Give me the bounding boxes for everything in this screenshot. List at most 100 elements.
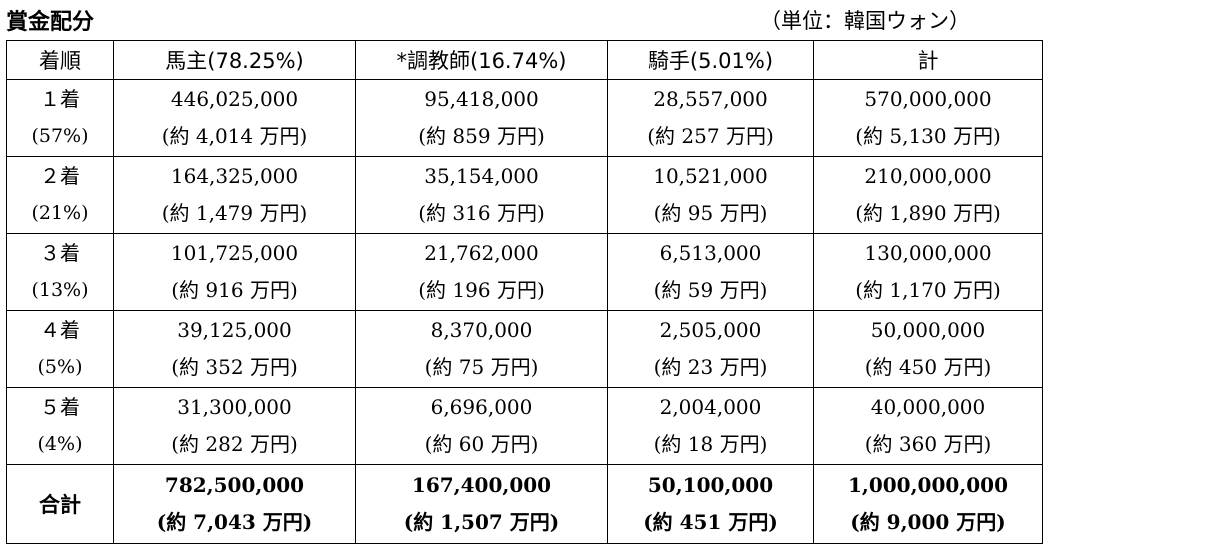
amount-won: 21,762,000 bbox=[424, 241, 539, 265]
header-owner: 馬主(78.25%) bbox=[113, 40, 356, 80]
rank-cell: ２着 (21%) bbox=[6, 156, 114, 234]
total-cell: 50,000,000 (約 450 万円) bbox=[813, 310, 1043, 388]
rank-label: １着 bbox=[40, 87, 80, 111]
amount-yen: (約 282 万円) bbox=[171, 432, 298, 456]
amount-won: 446,025,000 bbox=[170, 87, 299, 111]
amount-yen: (約 75 万円) bbox=[424, 355, 539, 379]
owner-cell: 446,025,000 (約 4,014 万円) bbox=[113, 79, 356, 157]
amount-won: 164,325,000 bbox=[170, 164, 299, 188]
amount-won: 1,000,000,000 bbox=[847, 473, 1009, 497]
amount-yen: (約 5,130 万円) bbox=[855, 124, 1001, 148]
trainer-cell: 35,154,000 (約 316 万円) bbox=[355, 156, 608, 234]
header-rank: 着順 bbox=[6, 40, 114, 80]
table-row: ４着 (5%) 39,125,000 (約 352 万円) 8,370,000 (約 … bbox=[6, 310, 1043, 388]
amount-yen: (約 1,170 万円) bbox=[855, 278, 1001, 302]
amount-yen: (約 23 万円) bbox=[653, 355, 768, 379]
amount-won: 50,000,000 bbox=[870, 318, 986, 342]
table-row: １着 (57%) 446,025,000 (約 4,014 万円) 95,418,0… bbox=[6, 79, 1043, 157]
header-trainer: *調教師(16.74%) bbox=[355, 40, 608, 80]
amount-won: 40,000,000 bbox=[870, 395, 986, 419]
amount-won: 6,696,000 bbox=[430, 395, 533, 419]
amount-won: 167,400,000 bbox=[411, 473, 552, 497]
amount-won: 2,004,000 bbox=[659, 395, 762, 419]
amount-won: 35,154,000 bbox=[424, 164, 539, 188]
rank-cell: ３着 (13%) bbox=[6, 233, 114, 311]
total-cell: 130,000,000 (約 1,170 万円) bbox=[813, 233, 1043, 311]
rank-percent: (5%) bbox=[37, 356, 83, 378]
total-cell: 40,000,000 (約 360 万円) bbox=[813, 387, 1043, 465]
rank-cell: ５着 (4%) bbox=[6, 387, 114, 465]
table-row: ３着 (13%) 101,725,000 (約 916 万円) 21,762,000… bbox=[6, 233, 1043, 311]
page-title: 賞金配分 bbox=[6, 10, 95, 35]
total-cell: 570,000,000 (約 5,130 万円) bbox=[813, 79, 1043, 157]
owner-cell: 101,725,000 (約 916 万円) bbox=[113, 233, 356, 311]
header-jockey: 騎手(5.01%) bbox=[607, 40, 814, 80]
amount-yen: (約 9,000 万円) bbox=[850, 510, 1006, 534]
rank-label: ５着 bbox=[40, 395, 80, 419]
amount-won: 2,505,000 bbox=[659, 318, 762, 342]
jockey-cell: 50,100,000 (約 451 万円) bbox=[607, 464, 814, 544]
amount-yen: (約 18 万円) bbox=[653, 432, 768, 456]
trainer-cell: 95,418,000 (約 859 万円) bbox=[355, 79, 608, 157]
amount-yen: (約 316 万円) bbox=[418, 201, 545, 225]
rank-percent: (13%) bbox=[31, 279, 89, 301]
amount-yen: (約 196 万円) bbox=[418, 278, 545, 302]
jockey-cell: 2,505,000 (約 23 万円) bbox=[607, 310, 814, 388]
amount-yen: (約 451 万円) bbox=[643, 510, 778, 534]
rank-label: ４着 bbox=[40, 318, 80, 342]
owner-cell: 782,500,000 (約 7,043 万円) bbox=[113, 464, 356, 544]
trainer-cell: 6,696,000 (約 60 万円) bbox=[355, 387, 608, 465]
amount-yen: (約 95 万円) bbox=[653, 201, 768, 225]
amount-yen: (約 1,479 万円) bbox=[161, 201, 308, 225]
total-row: 合計 782,500,000 (約 7,043 万円) 167,400,000 (約… bbox=[6, 464, 1043, 544]
rank-cell: ４着 (5%) bbox=[6, 310, 114, 388]
amount-yen: (約 859 万円) bbox=[418, 124, 545, 148]
rank-label: ２着 bbox=[40, 164, 80, 188]
amount-yen: (約 59 万円) bbox=[653, 278, 768, 302]
amount-yen: (約 450 万円) bbox=[864, 355, 992, 379]
jockey-cell: 2,004,000 (約 18 万円) bbox=[607, 387, 814, 465]
trainer-cell: 167,400,000 (約 1,507 万円) bbox=[355, 464, 608, 544]
amount-yen: (約 360 万円) bbox=[864, 432, 992, 456]
amount-won: 8,370,000 bbox=[430, 318, 533, 342]
jockey-cell: 6,513,000 (約 59 万円) bbox=[607, 233, 814, 311]
amount-yen: (約 916 万円) bbox=[171, 278, 298, 302]
amount-won: 95,418,000 bbox=[424, 87, 539, 111]
table-row: ２着 (21%) 164,325,000 (約 1,479 万円) 35,154,0… bbox=[6, 156, 1043, 234]
total-cell: 1,000,000,000 (約 9,000 万円) bbox=[813, 464, 1043, 544]
owner-cell: 31,300,000 (約 282 万円) bbox=[113, 387, 356, 465]
table-row: ５着 (4%) 31,300,000 (約 282 万円) 6,696,000 (約 … bbox=[6, 387, 1043, 465]
rank-label: ３着 bbox=[40, 241, 80, 265]
total-label-cell: 合計 bbox=[6, 464, 114, 544]
amount-won: 130,000,000 bbox=[864, 241, 992, 265]
amount-won: 10,521,000 bbox=[653, 164, 768, 188]
amount-yen: (約 1,507 万円) bbox=[403, 510, 560, 534]
amount-won: 6,513,000 bbox=[659, 241, 762, 265]
trainer-cell: 21,762,000 (約 196 万円) bbox=[355, 233, 608, 311]
prize-distribution-table: 着順 馬主(78.25%) *調教師(16.74%) 騎手(5.01%) 計 １… bbox=[6, 40, 1043, 544]
rank-percent: (57%) bbox=[31, 125, 89, 147]
amount-won: 28,557,000 bbox=[653, 87, 768, 111]
unit-note: （単位：韓国ウォン） bbox=[760, 9, 970, 33]
amount-won: 101,725,000 bbox=[170, 241, 299, 265]
rank-cell: １着 (57%) bbox=[6, 79, 114, 157]
amount-yen: (約 7,043 万円) bbox=[156, 510, 313, 534]
amount-yen: (約 4,014 万円) bbox=[161, 124, 308, 148]
amount-yen: (約 60 万円) bbox=[424, 432, 539, 456]
rank-percent: (21%) bbox=[31, 202, 89, 224]
amount-won: 782,500,000 bbox=[164, 473, 305, 497]
amount-yen: (約 352 万円) bbox=[171, 355, 298, 379]
amount-yen: (約 1,890 万円) bbox=[855, 201, 1001, 225]
jockey-cell: 10,521,000 (約 95 万円) bbox=[607, 156, 814, 234]
amount-won: 50,100,000 bbox=[647, 473, 774, 497]
amount-won: 39,125,000 bbox=[177, 318, 292, 342]
rank-percent: (4%) bbox=[37, 433, 83, 455]
amount-yen: (約 257 万円) bbox=[647, 124, 774, 148]
owner-cell: 39,125,000 (約 352 万円) bbox=[113, 310, 356, 388]
amount-won: 31,300,000 bbox=[177, 395, 292, 419]
total-cell: 210,000,000 (約 1,890 万円) bbox=[813, 156, 1043, 234]
trainer-cell: 8,370,000 (約 75 万円) bbox=[355, 310, 608, 388]
header-row: 着順 馬主(78.25%) *調教師(16.74%) 騎手(5.01%) 計 bbox=[6, 40, 1043, 80]
jockey-cell: 28,557,000 (約 257 万円) bbox=[607, 79, 814, 157]
amount-won: 570,000,000 bbox=[864, 87, 992, 111]
